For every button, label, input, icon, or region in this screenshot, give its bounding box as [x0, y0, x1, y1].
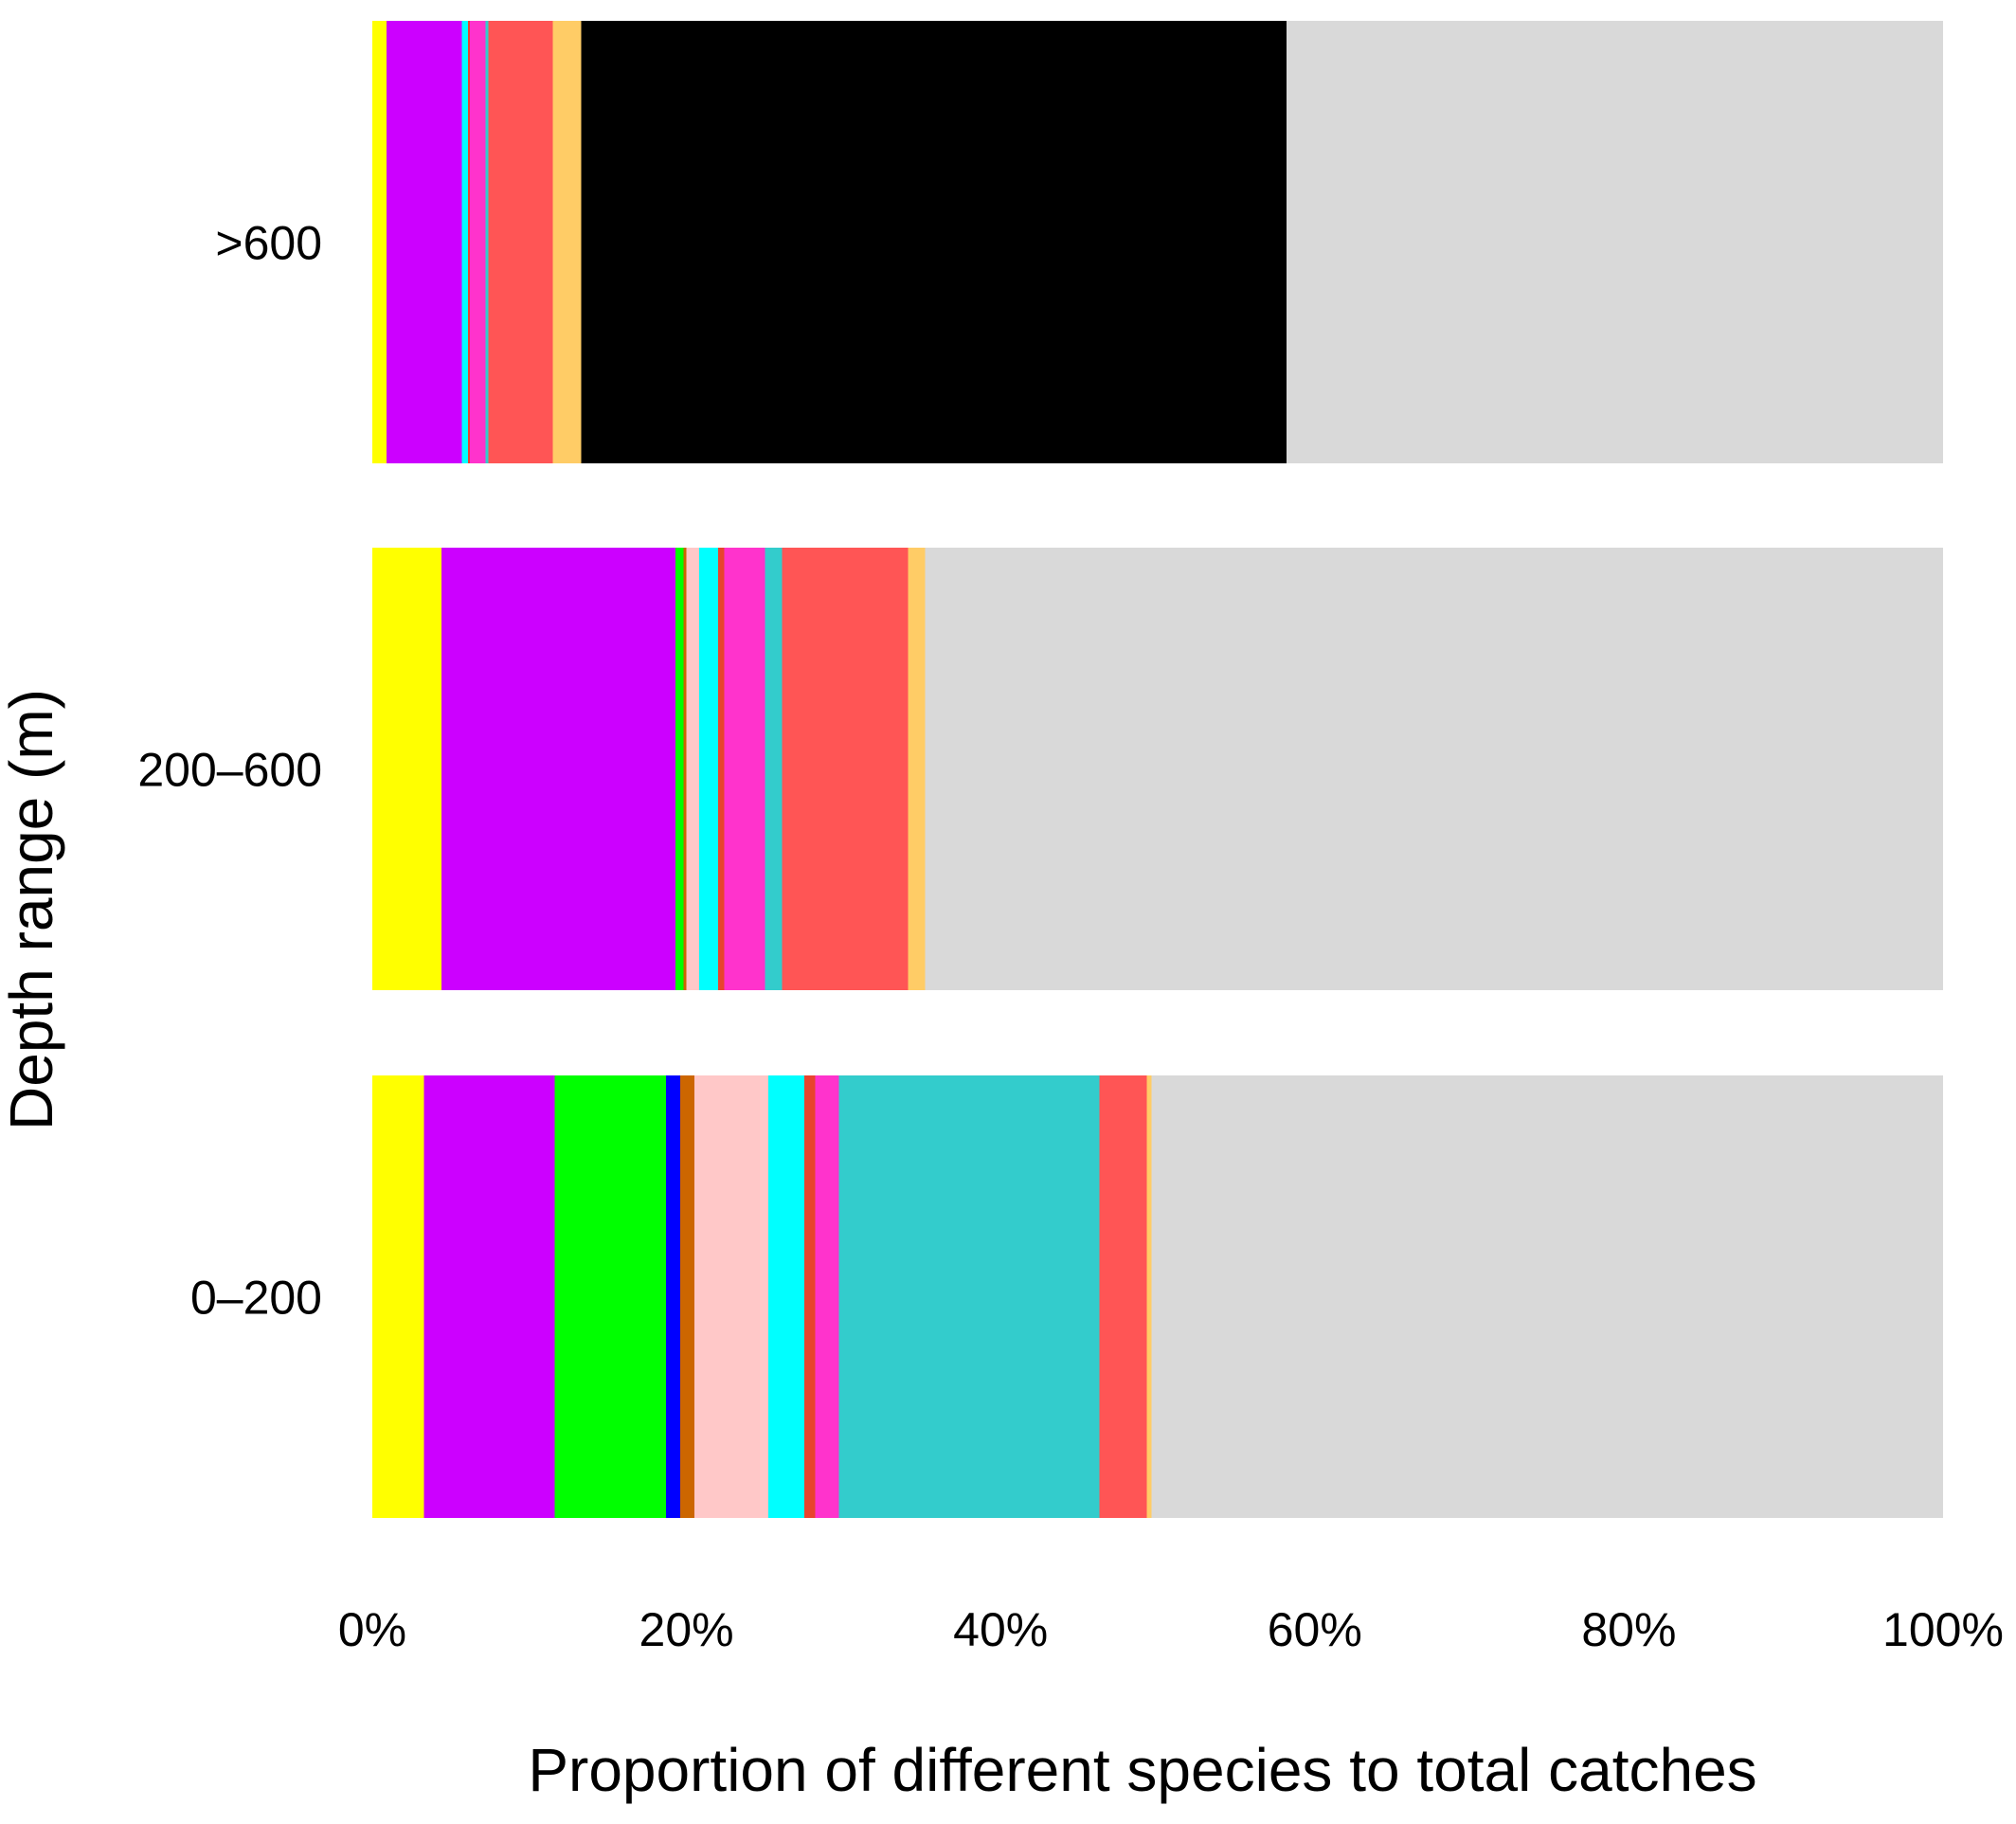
x-tick-label: 20% — [639, 1603, 734, 1656]
bar-segment — [782, 548, 909, 990]
bar-segment — [679, 1075, 694, 1518]
bar-segment — [686, 548, 699, 990]
x-tick-label: 100% — [1882, 1603, 2004, 1656]
bar-segment — [698, 548, 718, 990]
x-tick-label: 80% — [1581, 1603, 1676, 1656]
bar-segment — [372, 21, 387, 463]
bar-segment — [372, 548, 441, 990]
bar-segment — [1099, 1075, 1147, 1518]
bar-segment — [461, 21, 469, 463]
x-tick-labels: 0% 20% 40% 60% 80% 100% — [338, 1603, 2004, 1656]
bar-segment — [693, 1075, 768, 1518]
bar-segment — [675, 548, 684, 990]
bar-segment — [908, 548, 926, 990]
x-tick-label: 40% — [953, 1603, 1048, 1656]
bar-segment — [717, 548, 725, 990]
bar-segment — [1151, 1075, 1943, 1518]
bar-segment — [469, 21, 486, 463]
bar-segment — [554, 1075, 667, 1518]
bar-segment — [765, 548, 783, 990]
bar-segment — [925, 548, 1944, 990]
bar-segment — [815, 1075, 839, 1518]
y-tick-label: >600 — [215, 217, 322, 270]
bar-segment — [767, 1075, 804, 1518]
bar-segment — [581, 21, 1287, 463]
bar-segment — [552, 21, 582, 463]
x-tick-label: 60% — [1268, 1603, 1362, 1656]
bar-segment — [1146, 1075, 1152, 1518]
bar-segment — [1286, 21, 1943, 463]
bar-segment — [683, 548, 687, 990]
x-tick-label: 0% — [338, 1603, 406, 1656]
bar-segment — [372, 1075, 424, 1518]
y-tick-label: 0–200 — [190, 1272, 322, 1325]
y-tick-label: 200–600 — [137, 744, 322, 797]
bars-group — [372, 21, 1944, 1518]
bar-segment — [838, 1075, 1100, 1518]
bar-segment — [666, 1075, 680, 1518]
bar-segment — [724, 548, 765, 990]
bar-segment — [441, 548, 675, 990]
bar-segment — [423, 1075, 555, 1518]
bar-segment — [468, 21, 470, 463]
bar-segment — [386, 21, 462, 463]
bar-segment — [488, 21, 553, 463]
x-axis-title: Proportion of different species to total… — [528, 1736, 1756, 1804]
y-tick-labels: 0–200 200–600 >600 — [137, 217, 322, 1325]
bar-segment — [485, 21, 489, 463]
y-axis-title: Depth range (m) — [0, 689, 65, 1130]
bar-segment — [803, 1075, 816, 1518]
